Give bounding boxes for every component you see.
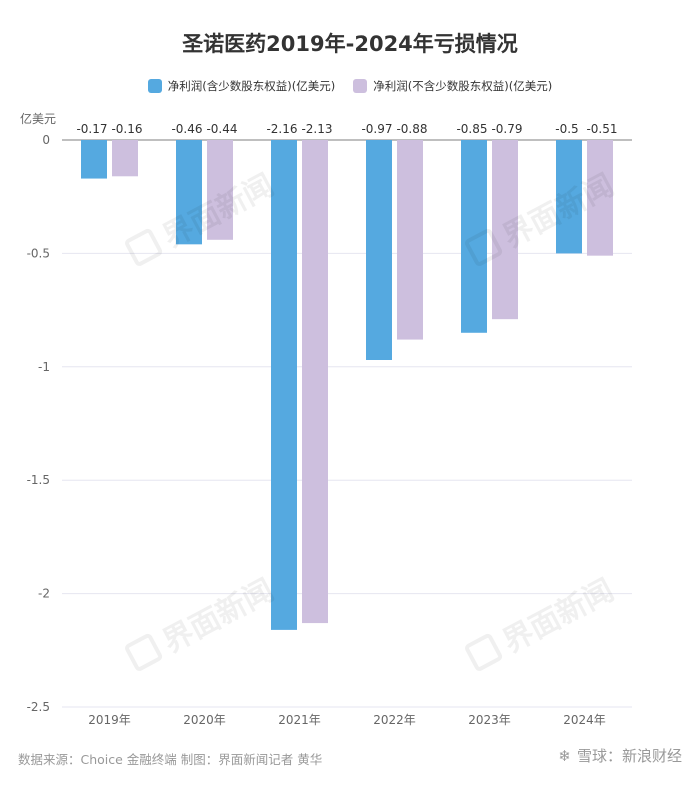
x-tick-label: 2024年: [563, 713, 606, 727]
bar-series2: [397, 140, 423, 340]
bar-series1: [81, 140, 107, 179]
x-tick-label: 2021年: [278, 713, 321, 727]
brand-mark: ❄ 雪球：新浪财经: [558, 745, 682, 766]
x-tick-label: 2022年: [373, 713, 416, 727]
legend-swatch-series2: [353, 79, 368, 93]
y-tick-label: -0.5: [27, 246, 50, 260]
x-tick-label: 2020年: [183, 713, 226, 727]
data-label: -0.88: [396, 122, 427, 136]
y-axis-unit-label: 亿美元: [20, 112, 57, 126]
y-tick-label: -2.5: [27, 700, 50, 714]
bar-series2: [207, 140, 233, 240]
data-label: -0.97: [361, 122, 392, 136]
y-tick-label: -1: [38, 360, 50, 374]
bar-series1: [366, 140, 392, 360]
data-label: -0.46: [171, 122, 202, 136]
brand-text: 雪球：新浪财经: [576, 747, 682, 765]
data-label: -0.16: [111, 122, 142, 136]
legend-swatch-series1: [147, 79, 162, 93]
data-label: -2.16: [266, 122, 297, 136]
legend-label-series1: 净利润(含少数股东权益)(亿美元): [167, 79, 336, 93]
chart-title: 圣诺医药2019年-2024年亏损情况: [182, 32, 518, 56]
bar-series2: [112, 140, 138, 177]
data-label: -0.79: [491, 122, 522, 136]
y-tick-label: -2: [38, 587, 50, 601]
y-tick-label: -1.5: [27, 473, 50, 487]
data-label: -0.17: [76, 122, 107, 136]
x-tick-label: 2019年: [88, 713, 131, 727]
bar-series2: [302, 140, 328, 624]
data-label: -0.51: [586, 122, 617, 136]
bar-series2: [587, 140, 613, 256]
snowball-logo-icon: ❄: [558, 746, 571, 765]
legend-item-series2[interactable]: 净利润(不含少数股东权益)(亿美元): [353, 78, 552, 94]
data-source-note: 数据来源：Choice 金融终端 制图：界面新闻记者 黄华: [18, 752, 323, 767]
legend-label-series2: 净利润(不含少数股东权益)(亿美元): [373, 79, 553, 93]
bar-series1: [176, 140, 202, 245]
data-label: -0.85: [456, 122, 487, 136]
legend-item-series1[interactable]: 净利润(含少数股东权益)(亿美元): [147, 78, 336, 94]
x-tick-label: 2023年: [468, 713, 511, 727]
bar-series1: [271, 140, 297, 630]
data-label: -2.13: [301, 122, 332, 136]
bar-series2: [492, 140, 518, 320]
y-tick-label: 0: [42, 133, 50, 147]
bar-series1: [556, 140, 582, 254]
bar-series1: [461, 140, 487, 333]
legend: 净利润(含少数股东权益)(亿美元) 净利润(不含少数股东权益)(亿美元): [0, 78, 700, 94]
data-label: -0.5: [555, 122, 578, 136]
data-label: -0.44: [206, 122, 237, 136]
